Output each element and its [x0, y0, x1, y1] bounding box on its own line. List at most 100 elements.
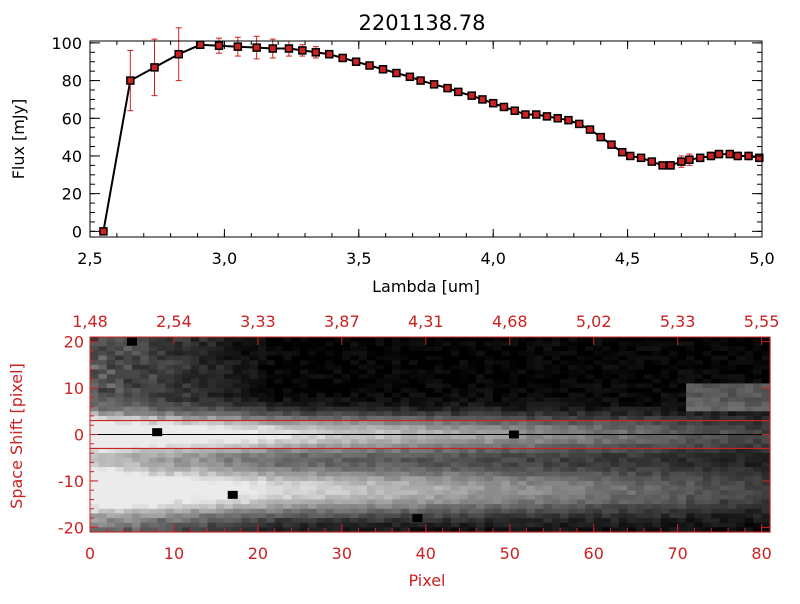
- heatmap-cell: [241, 425, 251, 431]
- heatmap-cell: [526, 518, 536, 524]
- heatmap-cell: [90, 476, 99, 482]
- spatial-x-tick-label: 20: [248, 544, 268, 563]
- heatmap-cell: [367, 480, 377, 487]
- heatmap-cell: [484, 499, 494, 505]
- heatmap-cell: [182, 388, 192, 394]
- heatmap-cell: [165, 420, 175, 426]
- heatmap-cell: [484, 476, 494, 482]
- heatmap-cell: [375, 420, 385, 426]
- heatmap-cell: [560, 504, 570, 510]
- heatmap-cell: [232, 360, 242, 366]
- heatmap-cell: [568, 522, 578, 528]
- heatmap-cell: [367, 434, 377, 440]
- heatmap-cell: [341, 388, 351, 394]
- heatmap-cell: [518, 355, 528, 361]
- heatmap-cell: [316, 434, 326, 440]
- heatmap-cell: [232, 453, 242, 459]
- heatmap-cell: [182, 397, 192, 403]
- heatmap-cell: [467, 490, 477, 496]
- heatmap-cell: [450, 434, 460, 440]
- heatmap-cell: [560, 388, 570, 394]
- heatmap-cell: [173, 406, 183, 412]
- heatmap-cell: [669, 518, 679, 524]
- heatmap-cell: [534, 518, 544, 524]
- heatmap-cell: [375, 355, 385, 361]
- heatmap-cell: [316, 504, 326, 510]
- heatmap-cell: [165, 388, 175, 394]
- heatmap-cell: [610, 485, 620, 491]
- heatmap-cell: [266, 508, 276, 515]
- heatmap-cell: [568, 350, 578, 357]
- heatmap-cell: [652, 429, 662, 436]
- heatmap-cell: [375, 397, 385, 403]
- heatmap-cell: [518, 350, 528, 357]
- heatmap-cell: [610, 467, 620, 473]
- heatmap-cell: [677, 378, 687, 385]
- heatmap-cell: [417, 494, 427, 501]
- heatmap-cell: [173, 504, 183, 510]
- heatmap-cell: [257, 471, 267, 477]
- heatmap-cell: [618, 429, 628, 436]
- heatmap-cell: [215, 490, 225, 496]
- heatmap-cell: [409, 457, 419, 463]
- heatmap-cell: [694, 337, 704, 343]
- heatmap-cell: [98, 429, 108, 436]
- heatmap-cell: [501, 485, 511, 491]
- heatmap-cell: [602, 341, 612, 347]
- heatmap-cell: [199, 518, 209, 524]
- heatmap-cell: [199, 355, 209, 361]
- heatmap-cell: [148, 476, 158, 482]
- heatmap-cell: [350, 392, 360, 398]
- heatmap-cell: [148, 439, 158, 445]
- heatmap-cell: [341, 485, 351, 491]
- heatmap-cell: [652, 448, 662, 454]
- heatmap-cell: [90, 504, 99, 510]
- heatmap-cell: [299, 508, 309, 515]
- heatmap-cell: [316, 499, 326, 505]
- heatmap-cell: [173, 360, 183, 366]
- heatmap-cell: [215, 411, 225, 417]
- heatmap-cell: [358, 513, 368, 519]
- heatmap-cell: [123, 378, 133, 385]
- heatmap-cell: [526, 397, 536, 403]
- heatmap-cell: [534, 402, 544, 408]
- heatmap-cell: [316, 415, 326, 422]
- heatmap-cell: [568, 462, 578, 468]
- heatmap-cell: [492, 471, 502, 477]
- heatmap-cell: [350, 364, 360, 371]
- heatmap-cell: [241, 476, 251, 482]
- heatmap-cell: [182, 439, 192, 445]
- heatmap-cell: [728, 467, 738, 473]
- heatmap-cell: [190, 411, 200, 417]
- heatmap-cell: [173, 467, 183, 473]
- heatmap-cell: [610, 429, 620, 436]
- heatmap-cell: [383, 453, 393, 459]
- heatmap-cell: [98, 434, 108, 440]
- heatmap-cell: [702, 360, 712, 366]
- heatmap-cell: [677, 355, 687, 361]
- heatmap-cell: [492, 420, 502, 426]
- heatmap-cell: [761, 453, 771, 459]
- heatmap-cell: [232, 350, 242, 357]
- heatmap-cell: [644, 429, 654, 436]
- heatmap-cell: [518, 434, 528, 440]
- heatmap-cell: [484, 346, 494, 352]
- heatmap-cell: [560, 429, 570, 436]
- heatmap-cell: [450, 369, 460, 375]
- heatmap-cell: [492, 350, 502, 357]
- heatmap-cell: [157, 374, 167, 380]
- heatmap-cell: [728, 420, 738, 426]
- heatmap-cell: [509, 518, 519, 524]
- heatmap-cell: [383, 355, 393, 361]
- heatmap-cell: [761, 513, 771, 519]
- heatmap-cell: [165, 346, 175, 352]
- heatmap-cell: [409, 425, 419, 431]
- heatmap-cell: [165, 360, 175, 366]
- heatmap-cell: [123, 402, 133, 408]
- heatmap-cell: [450, 443, 460, 450]
- heatmap-cell: [501, 411, 511, 417]
- heatmap-cell: [543, 383, 553, 389]
- wavelength-tick-label: 3,87: [324, 312, 360, 331]
- heatmap-cell: [677, 439, 687, 445]
- heatmap-cell: [232, 392, 242, 398]
